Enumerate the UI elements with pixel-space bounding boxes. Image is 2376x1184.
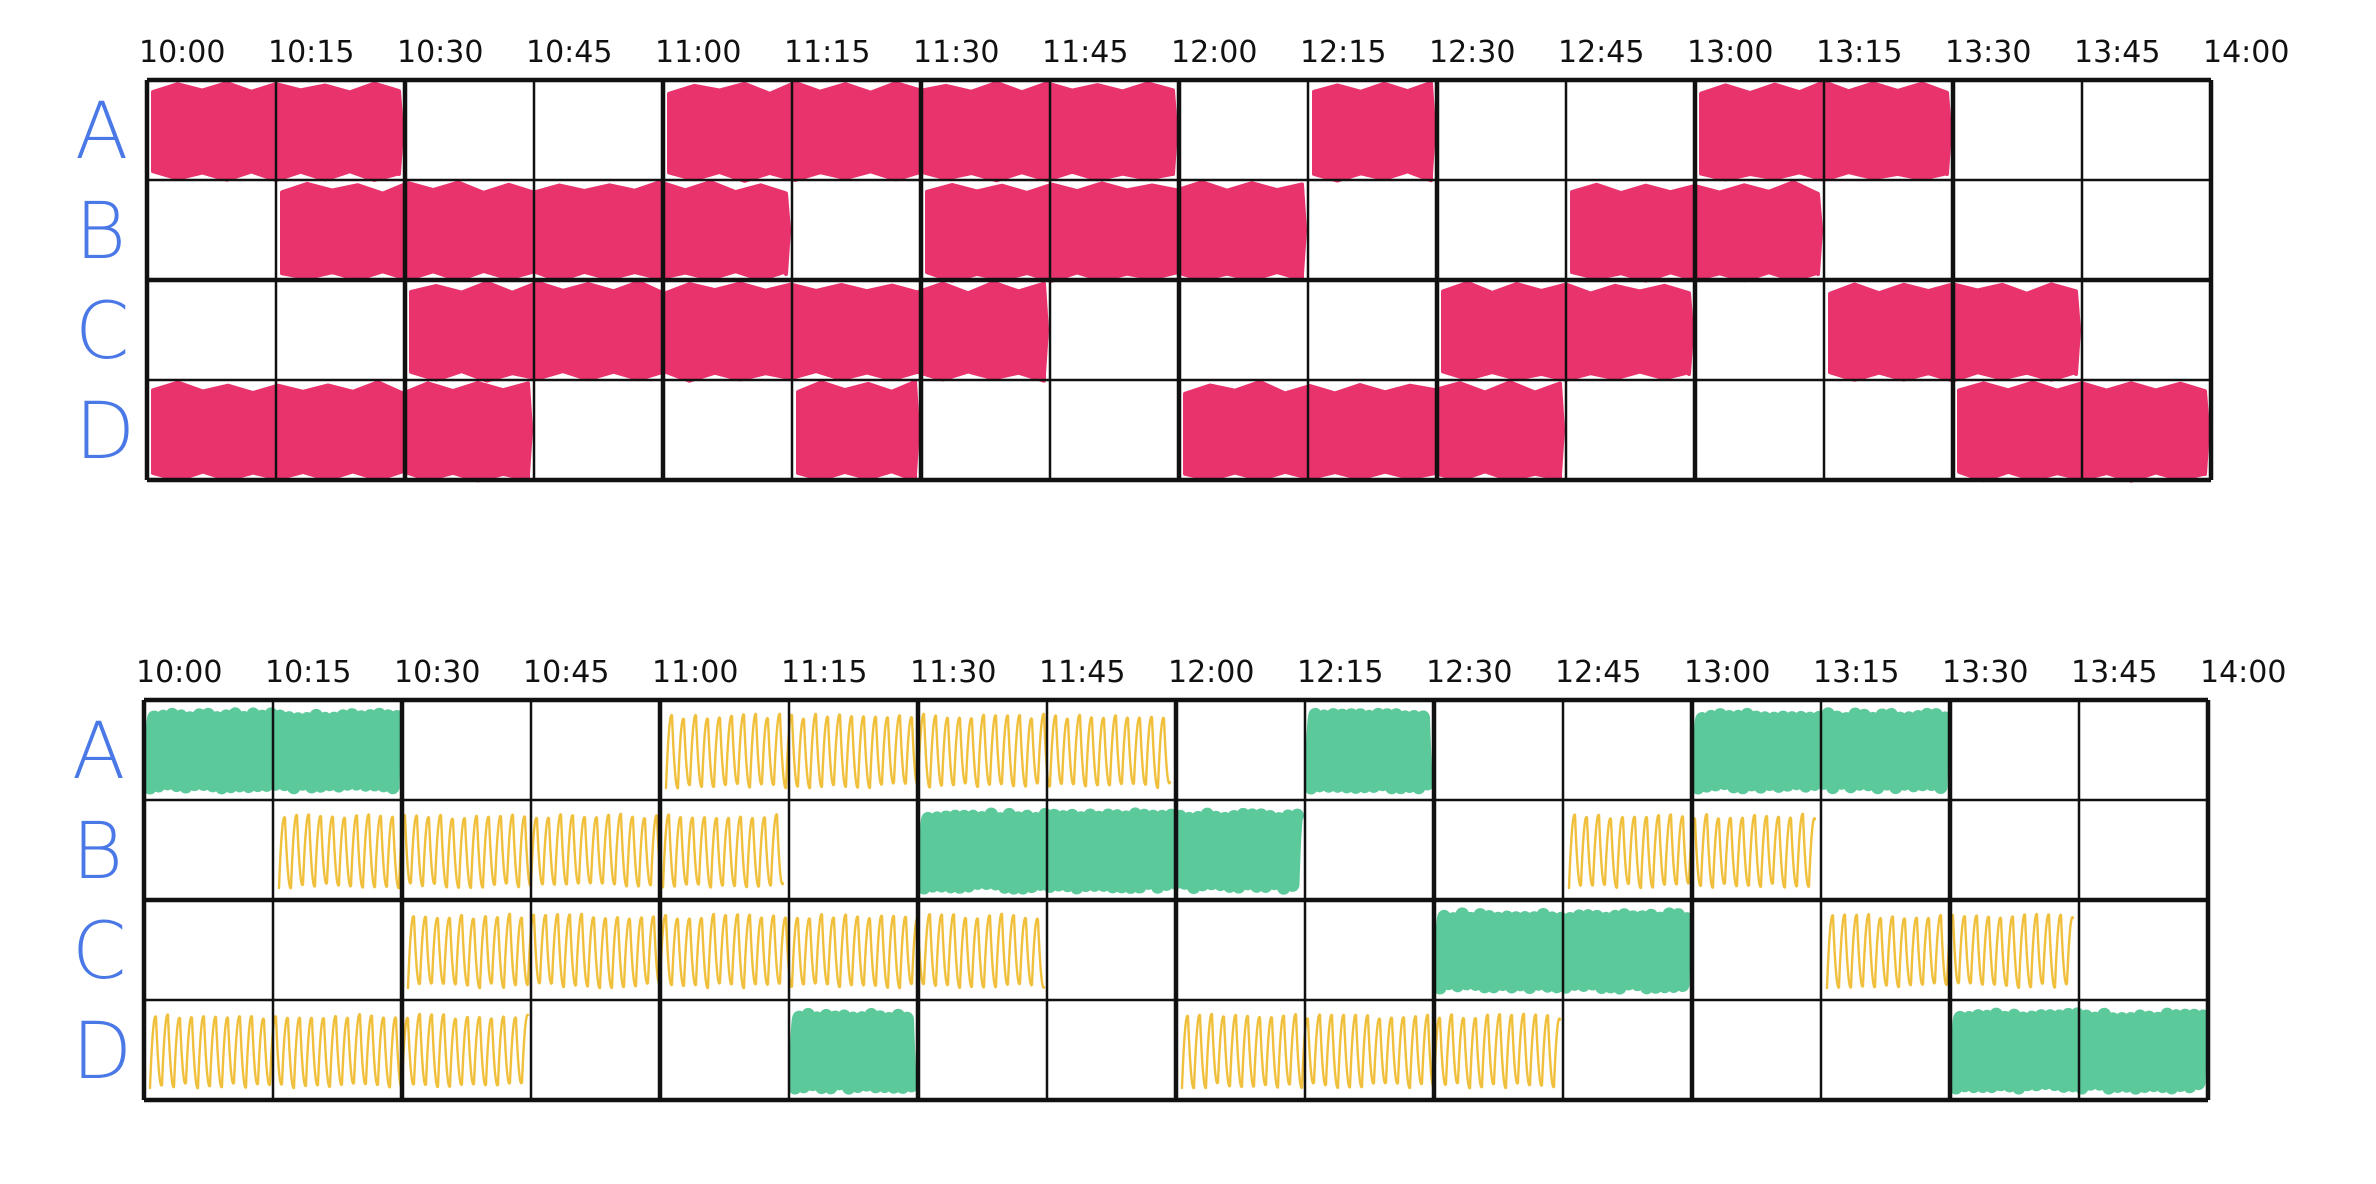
time-label: 13:00: [1687, 35, 1773, 70]
time-label: 12:00: [1168, 655, 1254, 690]
time-label: 11:15: [784, 35, 870, 70]
block-b-1130: [925, 180, 1307, 283]
time-label: 11:00: [652, 655, 738, 690]
time-label: 11:30: [913, 35, 999, 70]
time-label: 12:30: [1429, 35, 1515, 70]
time-label: 13:00: [1684, 655, 1770, 690]
time-label: 14:00: [2200, 655, 2286, 690]
block-b-1130: [917, 807, 1304, 895]
row-label: D: [72, 1007, 132, 1097]
row-label: A: [72, 707, 125, 797]
row-label: B: [75, 187, 126, 277]
block-d-1115: [788, 1008, 919, 1095]
block-d-1200: [1180, 1012, 1562, 1090]
row-label: C: [72, 907, 126, 997]
block-a-1000: [151, 81, 404, 182]
time-label: 12:00: [1171, 35, 1257, 70]
top-schedule-grid: 10:00 10:15 10:30 10:45 11:00 11:15 11:30 11:45…: [75, 35, 2289, 483]
time-label: 12:45: [1555, 655, 1641, 690]
time-label: 11:00: [655, 35, 741, 70]
time-label: 11:45: [1042, 35, 1128, 70]
block-d-1200: [1183, 380, 1565, 482]
block-d-1000: [148, 1012, 530, 1090]
block-c-1030: [406, 912, 1046, 990]
time-label: 13:30: [1942, 655, 2028, 690]
block-c-1030: [409, 280, 1049, 383]
time-label: 13:15: [1816, 35, 1902, 70]
time-label: 13:45: [2071, 655, 2157, 690]
row-label: C: [75, 287, 129, 377]
time-label: 12:15: [1300, 35, 1386, 70]
time-label: 10:30: [397, 35, 483, 70]
block-b-1015: [280, 180, 791, 283]
block-d-1000: [151, 380, 533, 483]
time-label: 10:30: [394, 655, 480, 690]
time-label: 10:45: [523, 655, 609, 690]
row-label: D: [75, 387, 135, 477]
block-c-1230: [1441, 280, 1694, 382]
time-label: 10:00: [136, 655, 222, 690]
time-label: 10:15: [265, 655, 351, 690]
time-label: 12:15: [1297, 655, 1383, 690]
time-label: 12:45: [1558, 35, 1644, 70]
block-d-1330: [1957, 380, 2210, 483]
bottom-schedule-grid: 10:00 10:15 10:30 10:45 11:00 11:15 11:30 11:45…: [72, 655, 2286, 1103]
block-a-1215: [1312, 80, 1436, 183]
time-label: 11:15: [781, 655, 867, 690]
time-label: 12:30: [1426, 655, 1512, 690]
block-a-1300: [1699, 80, 1952, 182]
time-label: 11:45: [1039, 655, 1125, 690]
row-label: A: [75, 87, 128, 177]
time-label: 10:00: [139, 35, 225, 70]
time-label: 11:30: [910, 655, 996, 690]
time-label: 13:30: [1945, 35, 2031, 70]
block-d-1115: [796, 380, 920, 482]
time-label: 13:15: [1813, 655, 1899, 690]
time-label: 10:45: [526, 35, 612, 70]
block-a-1215: [1304, 708, 1435, 795]
time-label: 10:15: [268, 35, 354, 70]
time-label: 13:45: [2074, 35, 2160, 70]
row-label: B: [72, 807, 123, 897]
time-label: 14:00: [2203, 35, 2289, 70]
